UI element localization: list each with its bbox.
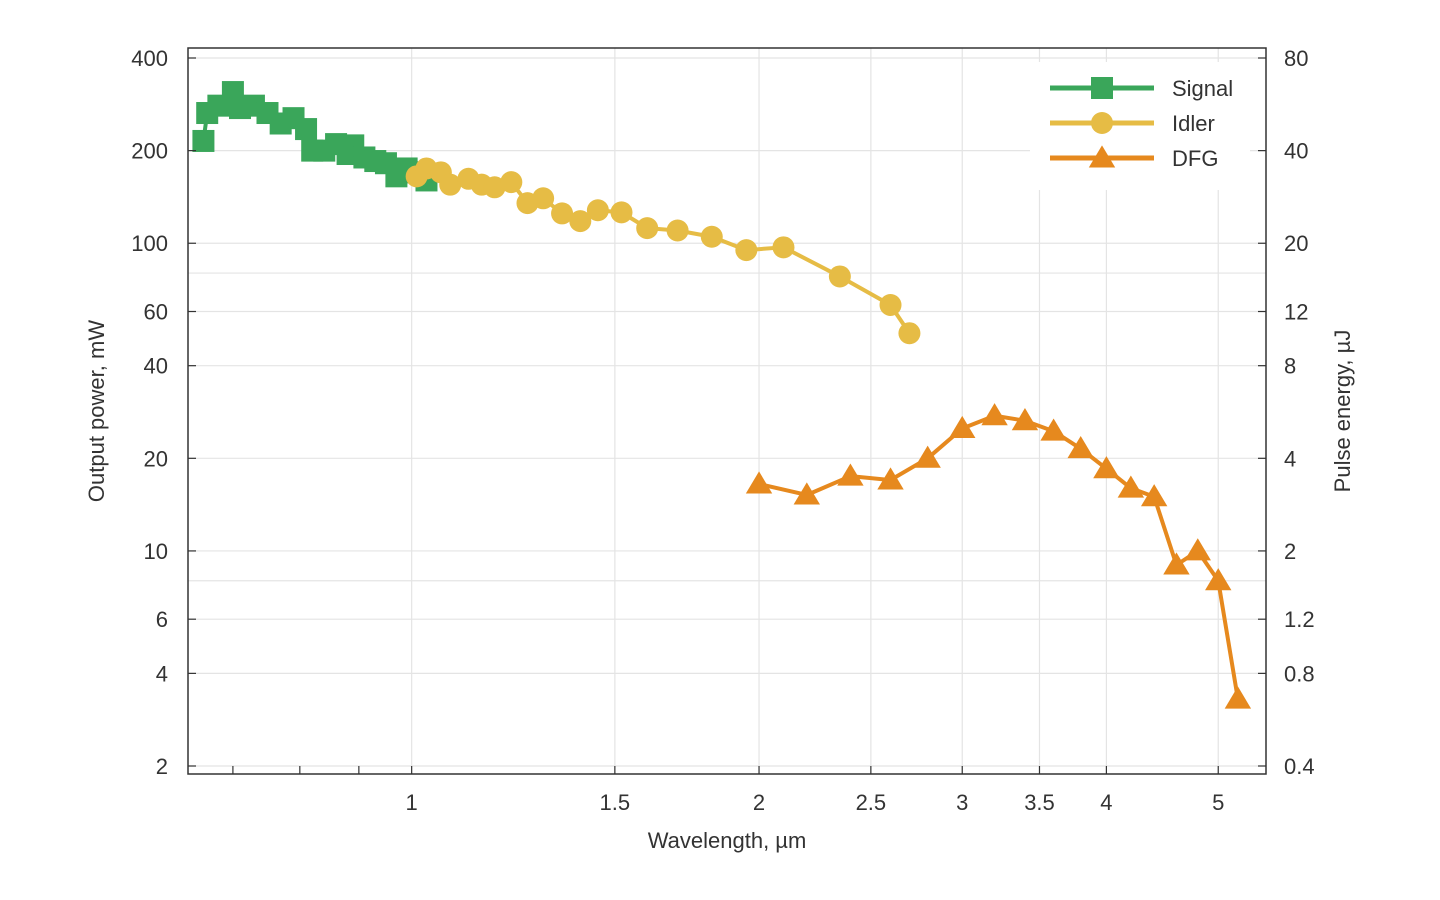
- legend-background: [1030, 62, 1250, 190]
- data-point-triangle: [1117, 475, 1145, 498]
- data-point-square: [1091, 77, 1113, 99]
- y-axis-title: Output power, mW: [84, 320, 109, 502]
- data-point-triangle: [837, 463, 864, 486]
- x-tick-label: 5: [1212, 790, 1224, 815]
- y2-tick-label: 4: [1284, 446, 1296, 471]
- data-point-triangle: [1205, 568, 1232, 591]
- data-point-triangle: [1040, 418, 1067, 441]
- y2-tick-label: 1.2: [1284, 607, 1315, 632]
- data-point-triangle: [1163, 552, 1190, 575]
- legend: Signal Idler DFG: [1050, 76, 1233, 171]
- series-dfg: [745, 403, 1252, 709]
- data-point-circle: [898, 322, 921, 345]
- data-point-circle: [735, 239, 758, 262]
- y2-tick-label: 20: [1284, 231, 1308, 256]
- y2-tick-label: 2: [1284, 539, 1296, 564]
- data-point-circle: [551, 202, 574, 225]
- axes: [187, 47, 1267, 775]
- y-tick-label: 100: [131, 231, 168, 256]
- legend-label: DFG: [1172, 146, 1218, 171]
- legend-item-dfg: DFG: [1050, 145, 1218, 171]
- x-tick-label: 1.5: [600, 790, 631, 815]
- legend-item-idler: Idler: [1050, 111, 1215, 136]
- x-tick-label: 4: [1100, 790, 1112, 815]
- data-point-circle: [828, 265, 851, 288]
- x-tick-label: 3.5: [1024, 790, 1055, 815]
- y-tick-label: 10: [144, 539, 168, 564]
- y-tick-label: 200: [131, 139, 168, 164]
- x-tick-label: 2.5: [856, 790, 887, 815]
- series-idler: [405, 157, 921, 345]
- data-point-triangle: [1067, 435, 1094, 459]
- tick-labels: 1 1.5 2 2.5 3 3.5 4 5 2 0.4 4 0.8 6 1.2 10 2 20 4 40 8 60 12 1…: [131, 46, 1314, 815]
- y-tick-label: 2: [156, 754, 168, 779]
- series-layer: [192, 81, 1252, 709]
- data-point-circle: [772, 236, 795, 259]
- y-tick-label: 60: [144, 300, 168, 325]
- data-point-circle: [879, 293, 902, 316]
- y2-tick-label: 12: [1284, 300, 1308, 325]
- plot-frame: [187, 47, 1267, 775]
- series-signal: [192, 81, 438, 192]
- data-point-circle: [610, 201, 633, 224]
- data-point-circle: [569, 210, 592, 233]
- y2-tick-label: 8: [1284, 354, 1296, 379]
- data-point-circle: [483, 176, 506, 199]
- data-point-circle: [532, 187, 555, 210]
- data-point-triangle: [877, 467, 904, 490]
- data-point-triangle: [914, 445, 941, 468]
- data-point-circle: [700, 225, 723, 248]
- data-point-triangle: [1088, 145, 1116, 168]
- y-tick-label: 20: [144, 446, 168, 471]
- data-point-circle: [500, 171, 523, 194]
- data-point-triangle: [1184, 538, 1211, 561]
- data-point-circle: [636, 217, 659, 240]
- data-point-triangle: [1093, 456, 1120, 479]
- data-point-triangle: [1140, 484, 1168, 507]
- legend-item-signal: Signal: [1050, 76, 1233, 101]
- data-point-triangle: [981, 403, 1008, 426]
- y2-axis-title: Pulse energy, µJ: [1330, 330, 1355, 493]
- data-point-triangle: [793, 482, 820, 505]
- legend-box: [1030, 62, 1250, 190]
- y-tick-label: 4: [156, 661, 168, 686]
- data-point-triangle: [1224, 686, 1252, 709]
- data-point-circle: [439, 173, 462, 196]
- y2-tick-label: 0.8: [1284, 661, 1315, 686]
- x-tick-label: 2: [753, 790, 765, 815]
- x-tick-label: 1: [406, 790, 418, 815]
- y-tick-label: 400: [131, 46, 168, 71]
- x-tick-label: 3: [956, 790, 968, 815]
- y2-tick-label: 0.4: [1284, 754, 1315, 779]
- data-point-triangle: [949, 415, 976, 438]
- data-point-square: [192, 129, 215, 152]
- y-tick-label: 40: [144, 354, 168, 379]
- y2-tick-label: 80: [1284, 46, 1308, 71]
- data-point-triangle: [745, 471, 773, 494]
- data-point-square: [295, 118, 318, 141]
- legend-label: Signal: [1172, 76, 1233, 101]
- data-point-circle: [1091, 112, 1113, 134]
- x-axis-title: Wavelength, µm: [648, 828, 807, 853]
- data-point-triangle: [1011, 408, 1039, 431]
- data-point-circle: [666, 219, 689, 242]
- legend-label: Idler: [1172, 111, 1215, 136]
- data-point-circle: [586, 199, 609, 222]
- y2-tick-label: 40: [1284, 139, 1308, 164]
- y-tick-label: 6: [156, 607, 168, 632]
